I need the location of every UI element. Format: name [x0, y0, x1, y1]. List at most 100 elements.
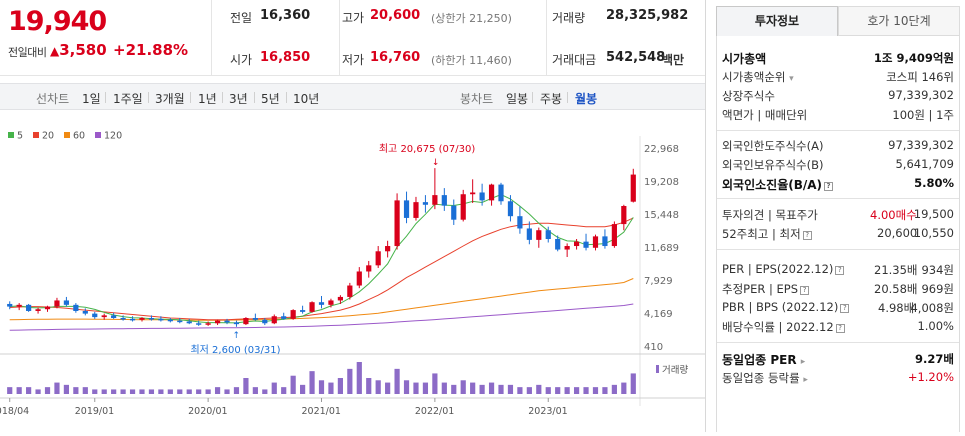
- tab-investment-info[interactable]: 투자정보: [716, 6, 838, 36]
- volume-bar: [564, 387, 570, 394]
- change-rate: +21.88%: [113, 41, 189, 59]
- change-value: ▲3,580: [50, 41, 107, 59]
- volume-bar: [318, 380, 325, 394]
- y-tick-label: 22,968: [644, 144, 679, 155]
- candle-body: [517, 216, 523, 229]
- y-tick-label: 410: [644, 342, 663, 353]
- candle-body: [290, 310, 296, 319]
- volume-bar: [328, 382, 334, 394]
- help-icon[interactable]: ?: [802, 231, 812, 240]
- candle-body: [347, 285, 353, 297]
- candle-body: [611, 224, 617, 247]
- help-icon[interactable]: ?: [835, 266, 845, 275]
- forward-per-value: 20.58배: [874, 282, 918, 296]
- period-1d[interactable]: 1일: [82, 92, 101, 106]
- candlestick-chart: 5 20 60 120 22,968 19,208 15,448 11,689 7,929 4,1…: [0, 116, 705, 432]
- volume-bar: [111, 389, 117, 394]
- divider: [717, 342, 959, 343]
- chevron-right-icon: ▸: [803, 375, 808, 385]
- candle-body: [573, 241, 580, 247]
- volume-bar: [470, 382, 476, 394]
- per-value: 21.35배: [874, 263, 918, 277]
- chevron-down-icon[interactable]: ▾: [789, 74, 794, 84]
- divider: [148, 92, 149, 103]
- upper-limit: (상한가 21,250): [431, 12, 512, 25]
- candle-body: [309, 302, 315, 312]
- divider: [254, 92, 255, 103]
- candle-daily[interactable]: 일봉: [506, 92, 529, 106]
- candle-monthly[interactable]: 월봉: [575, 92, 598, 106]
- period-5y[interactable]: 5년: [261, 92, 280, 106]
- legend-label: 60: [73, 131, 85, 142]
- volume-bar: [451, 384, 457, 394]
- rank-value: 코스피 146위: [886, 70, 954, 84]
- candle-body: [262, 319, 268, 324]
- volume-bar: [347, 368, 353, 394]
- candle-body: [233, 322, 240, 325]
- volume-bar: [158, 389, 164, 394]
- eps-value: 934원: [921, 263, 954, 277]
- sector-per-value: 9.27배: [915, 352, 954, 366]
- x-tick-label: 2021/01: [302, 406, 341, 417]
- period-3y[interactable]: 3년: [229, 92, 248, 106]
- help-icon[interactable]: ?: [840, 304, 850, 313]
- candle-body: [224, 320, 230, 323]
- volume-bar: [517, 387, 523, 394]
- legend-swatch: [64, 132, 70, 138]
- y-tick-label: 4,169: [644, 309, 673, 320]
- legend-label: 20: [42, 131, 54, 142]
- candle-body: [120, 318, 126, 320]
- week52-row: 52주최고 | 최저? 20,600 10,550: [722, 226, 956, 245]
- volume-bar: [101, 389, 107, 394]
- candle-body: [555, 239, 561, 250]
- volume-bar: [148, 389, 155, 394]
- per-row: PER | EPS(2022.12)? 21.35배 934원: [722, 262, 956, 281]
- candle-body: [337, 296, 343, 301]
- divider: [222, 92, 223, 103]
- candle-body: [536, 230, 542, 240]
- period-1y[interactable]: 1년: [198, 92, 217, 106]
- line-chart-label[interactable]: 선차트: [36, 92, 70, 106]
- volume-bar: [498, 384, 504, 394]
- y-tick-label: 7,929: [644, 276, 673, 287]
- candle-body: [26, 304, 32, 311]
- lower-limit: (하한가 11,460): [431, 54, 512, 67]
- market-cap-label: 시가총액: [722, 52, 767, 66]
- tab-orderbook[interactable]: 호가 10단계: [838, 6, 960, 36]
- period-10y[interactable]: 10년: [293, 92, 320, 106]
- foreign-ratio-value: 5.80%: [914, 176, 954, 190]
- investment-info-panel: 투자정보 호가 10단계 시가총액 1조 9,409억원 시가총액순위 ▾ 코스…: [705, 0, 965, 432]
- candle-weekly[interactable]: 주봉: [540, 92, 563, 106]
- help-icon[interactable]: ?: [835, 324, 845, 333]
- volume-bar: [82, 387, 88, 394]
- prev-close-value: 16,360: [260, 8, 311, 23]
- help-icon[interactable]: ?: [824, 182, 834, 191]
- candle-body: [422, 202, 429, 205]
- period-3m[interactable]: 3개월: [155, 92, 185, 106]
- up-arrow-icon: ↑: [232, 331, 240, 341]
- legend-label: 5: [17, 131, 23, 142]
- open-value: 16,850: [260, 50, 311, 65]
- candle-body: [488, 184, 495, 201]
- candle-chart-label[interactable]: 봉차트: [460, 92, 494, 106]
- volume-bar: [555, 387, 561, 394]
- candle-body: [328, 300, 334, 305]
- low-value: 16,760: [370, 50, 421, 65]
- volume-bar: [488, 382, 495, 394]
- help-icon[interactable]: ?: [800, 286, 810, 295]
- volume-bar: [432, 373, 438, 394]
- candle-body: [356, 271, 362, 286]
- period-1w[interactable]: 1주일: [113, 92, 143, 106]
- high-label: 고가: [342, 11, 365, 25]
- volume-bar: [252, 387, 258, 394]
- high-value: 20,600: [370, 8, 421, 23]
- candle-body: [498, 184, 504, 202]
- sector-per-label[interactable]: 동일업종 PER ▸: [722, 353, 806, 367]
- divider: [339, 0, 340, 76]
- candle-body: [592, 236, 599, 248]
- candle-body: [583, 241, 589, 248]
- sector-rate-label[interactable]: 동일업종 등락률 ▸: [722, 371, 808, 385]
- sector-rate-value: +1.20%: [907, 370, 954, 384]
- volume-bar: [337, 378, 343, 394]
- volume-bar: [592, 387, 599, 394]
